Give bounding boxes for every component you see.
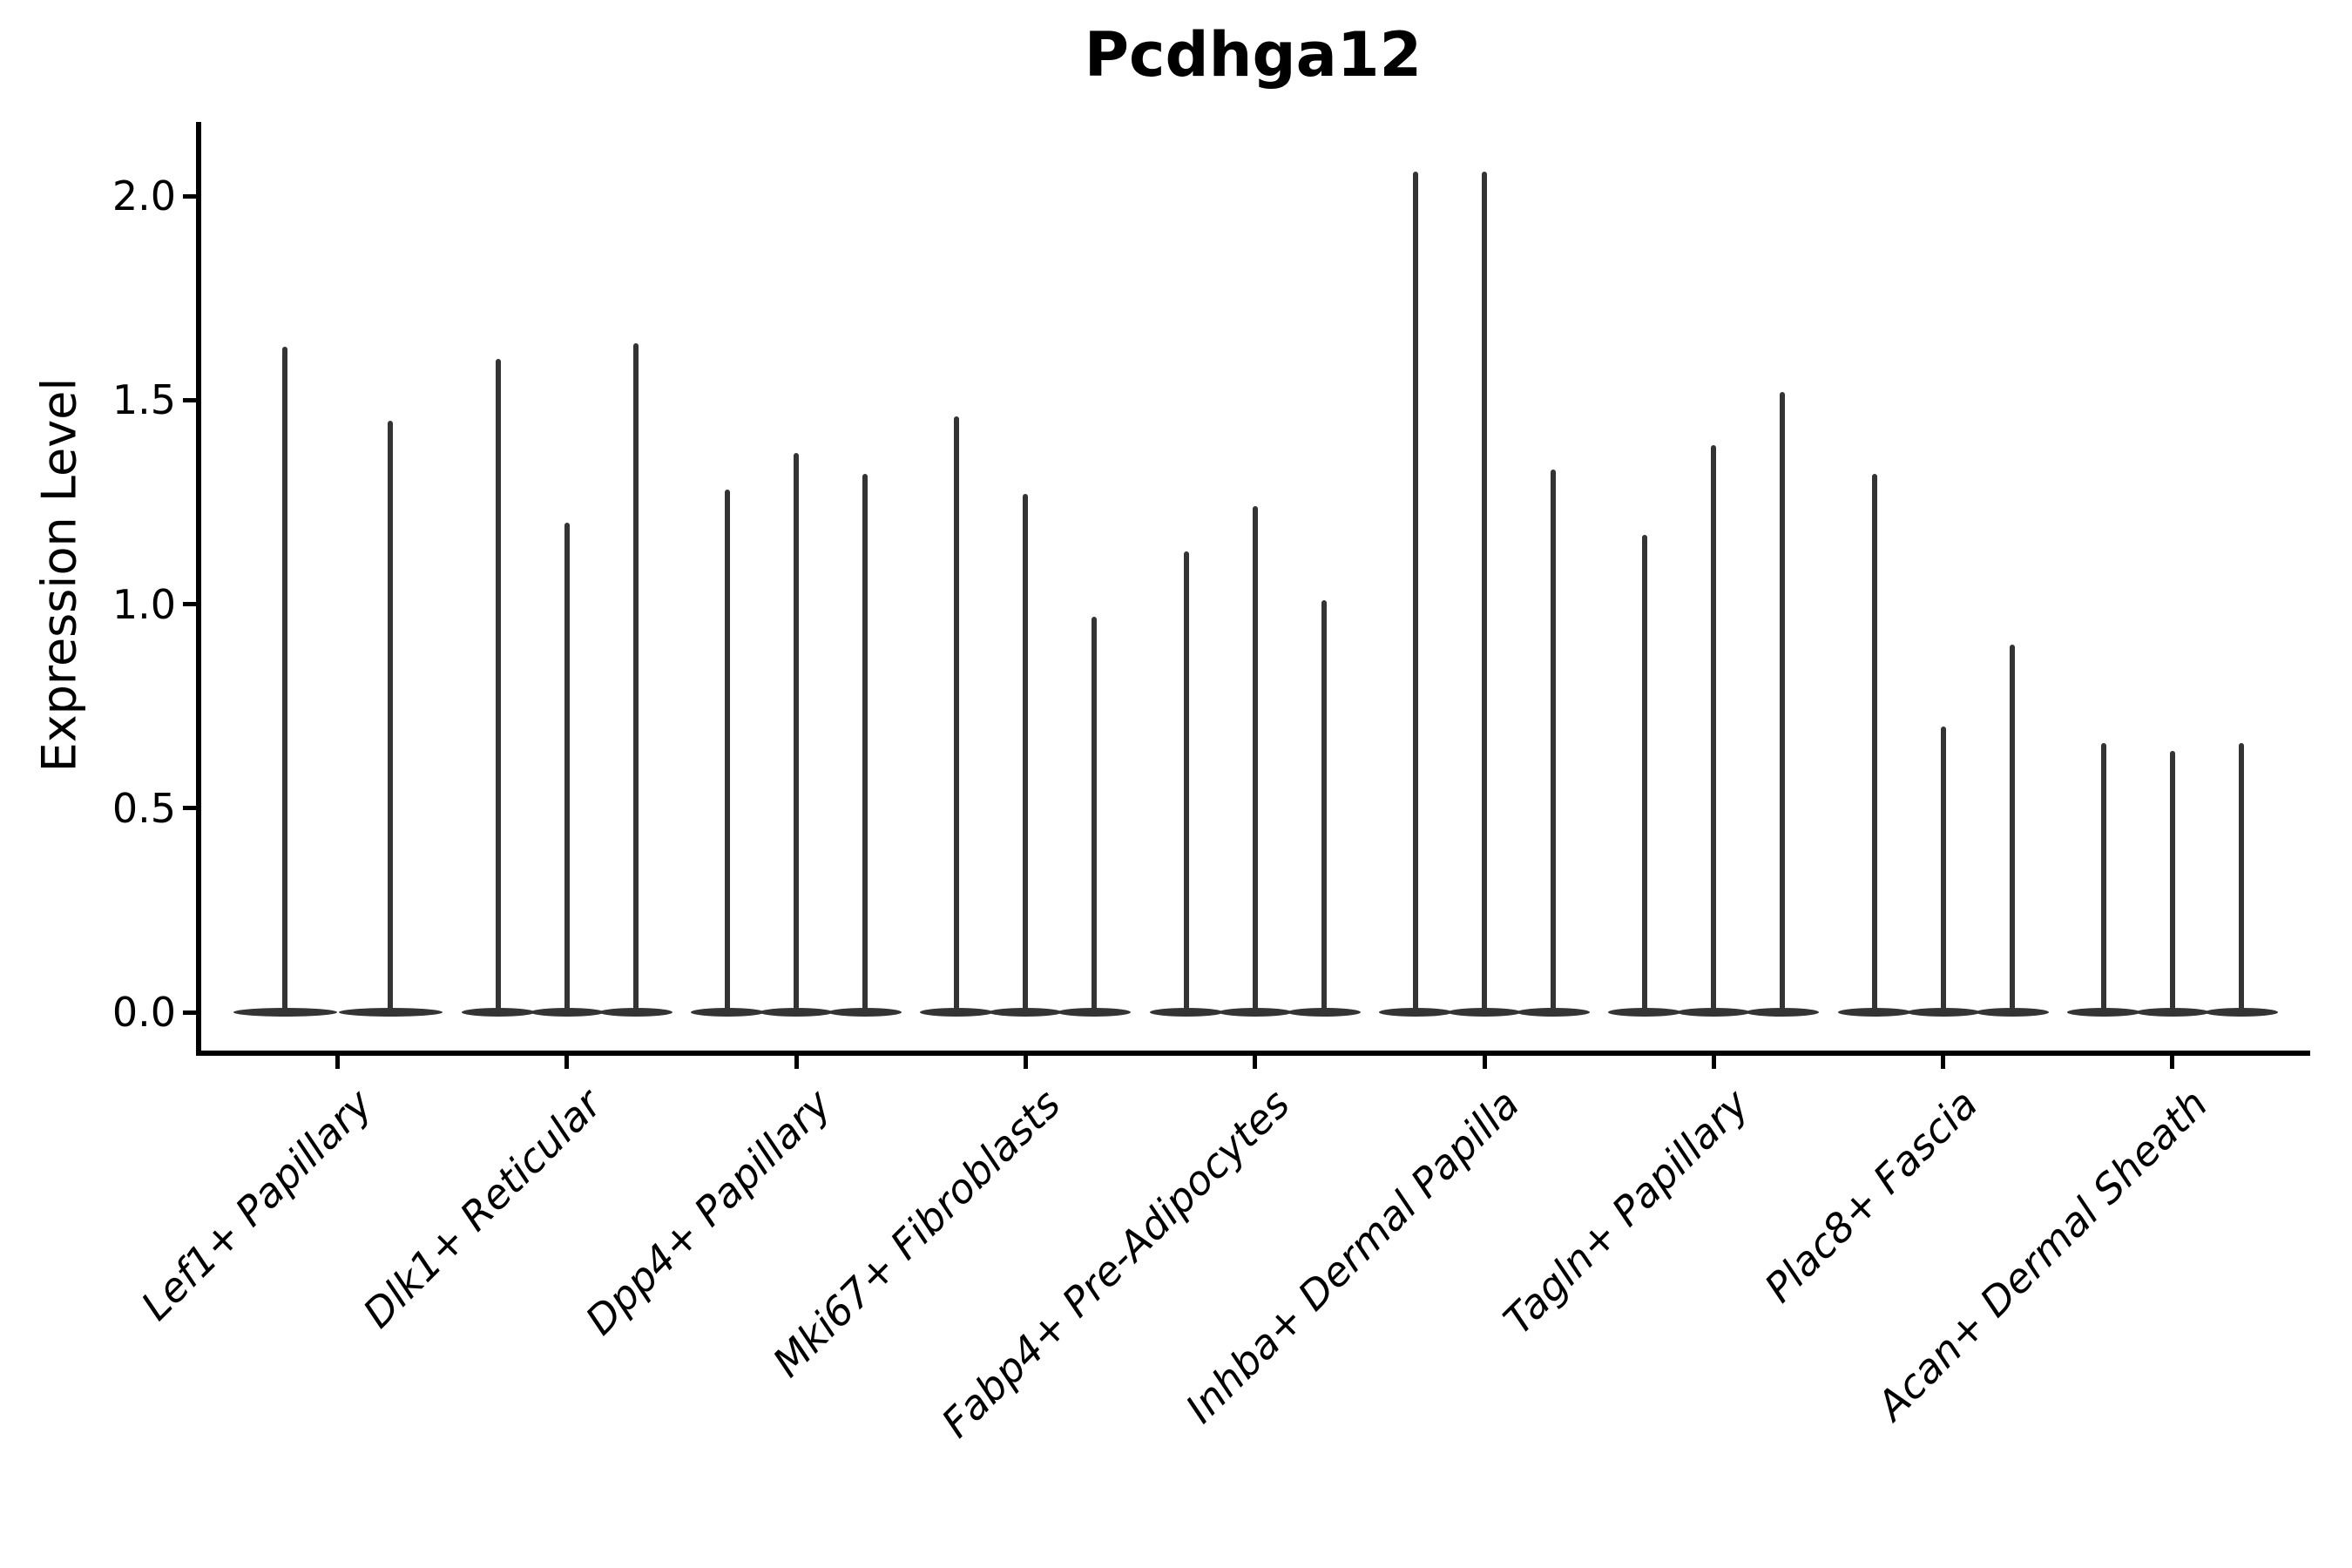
y-tick (183, 806, 196, 811)
violin-spike (2100, 742, 2106, 1015)
y-axis-spine (196, 122, 201, 1056)
x-tick-label: Dlk1+ Reticular (354, 1080, 611, 1337)
y-tick (183, 1010, 196, 1015)
violin-spike (1871, 473, 1877, 1015)
violin-spike (1183, 551, 1189, 1015)
y-tick-label: 2.0 (112, 172, 176, 220)
violin-spike (2009, 645, 2015, 1015)
violin-spike (1413, 171, 1418, 1015)
y-tick (183, 397, 196, 402)
x-tick-label: Lef1+ Papillary (132, 1080, 382, 1329)
violin-spike (862, 473, 868, 1015)
violin-spike (1711, 444, 1717, 1015)
y-tick (183, 193, 196, 199)
violin-spike (632, 342, 639, 1015)
chart-title: Pcdhga12 (1084, 19, 1423, 91)
x-tick-label: Plac8+ Fascia (1755, 1080, 1987, 1312)
y-tick-label: 0.5 (112, 784, 176, 832)
x-tick (794, 1053, 799, 1069)
violin-spike (794, 453, 800, 1015)
violin-spike (1642, 534, 1648, 1015)
x-tick (564, 1053, 570, 1069)
y-tick-label: 0.0 (112, 989, 176, 1036)
x-tick (1023, 1053, 1028, 1069)
y-tick-label: 1.5 (112, 376, 176, 424)
violin-spike (1092, 616, 1098, 1015)
violin-spike (2238, 742, 2244, 1015)
violin-spike (1023, 494, 1029, 1015)
y-tick-label: 1.0 (112, 580, 176, 628)
x-tick (1482, 1053, 1487, 1069)
violin-spike (564, 522, 570, 1015)
violin-spike (725, 490, 731, 1015)
violin-spike (1940, 727, 1946, 1015)
violin-spike (1551, 469, 1556, 1015)
x-tick (1711, 1053, 1716, 1069)
violin-spike (282, 347, 287, 1015)
violin-spike (495, 359, 501, 1015)
x-tick-label: Dpp4+ Papillary (576, 1080, 841, 1344)
violin-spike (1482, 171, 1487, 1015)
x-tick (335, 1053, 340, 1069)
x-tick (2170, 1053, 2175, 1069)
violin-spike (388, 420, 393, 1015)
x-tick (1941, 1053, 1946, 1069)
x-tick (1253, 1053, 1258, 1069)
violin-spike (1252, 506, 1258, 1015)
y-tick (183, 602, 196, 606)
violin-spike (1321, 599, 1327, 1015)
violin-spike (954, 416, 960, 1015)
y-axis-label: Expression Level (31, 377, 87, 773)
violin-spike (2169, 751, 2175, 1015)
violin-spike (1780, 391, 1786, 1015)
x-tick-label: Tagln+ Papillary (1494, 1080, 1758, 1344)
